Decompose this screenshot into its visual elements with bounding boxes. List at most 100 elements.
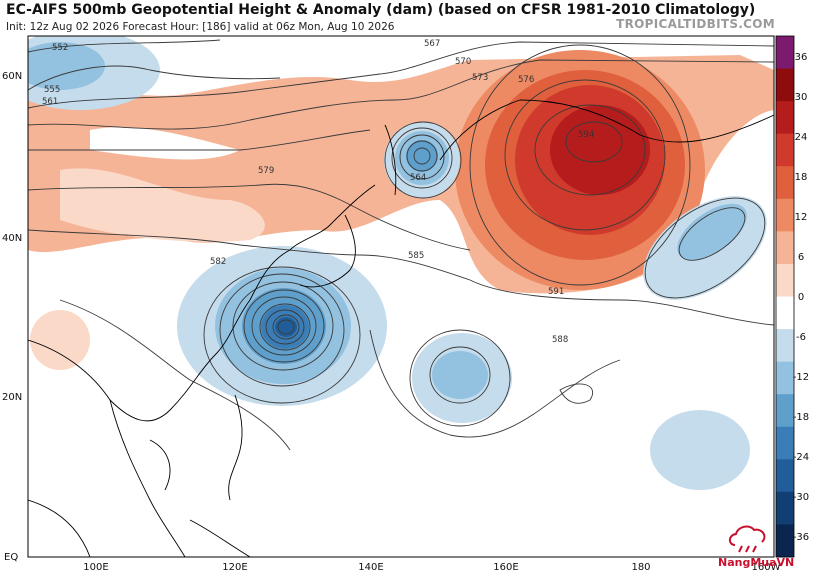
colorbar-segment	[776, 296, 794, 330]
contour-label: 576	[518, 75, 534, 85]
typhoon-contour	[251, 296, 317, 356]
colorbar-segment	[776, 263, 794, 297]
longitude-labels: 100E 120E 140E 160E 180 160W	[83, 562, 780, 573]
sakhalin-contour	[406, 140, 438, 172]
zonal-contour	[28, 183, 471, 251]
colorbar-labels: 36 30 24 18 12 6 0 -6 -12 -18 -24 -30 -3…	[793, 52, 809, 543]
high-contour	[504, 79, 666, 231]
map-frame	[27, 35, 775, 558]
contour-label: 555	[44, 85, 60, 95]
lat-label-20n: 20N	[2, 392, 22, 403]
east-low-contour	[678, 207, 746, 261]
typhoon-contour	[272, 314, 300, 340]
zonal-contour	[28, 229, 774, 326]
typhoon-contour	[243, 289, 325, 363]
colorbar-segment	[776, 166, 794, 200]
coastline	[299, 214, 356, 288]
colorbar-label: -24	[793, 452, 809, 463]
colorbar-label: 36	[795, 52, 808, 63]
typhoon-contour	[203, 266, 361, 404]
contour-label: 579	[258, 166, 274, 176]
lon-label-160e: 160E	[493, 562, 518, 573]
coastline	[149, 439, 171, 491]
colorbar-segment	[776, 524, 794, 558]
contour-label: 588	[552, 335, 568, 345]
lat-label-60n: 60N	[2, 71, 22, 82]
coastline	[28, 184, 376, 422]
east-low-12	[677, 203, 747, 261]
coastline	[228, 394, 243, 501]
site-credit[interactable]: TROPICALTIDBITS.COM	[616, 17, 775, 31]
high-anomaly-24	[550, 105, 650, 195]
colorbar-label: 12	[795, 212, 808, 223]
typhoon-contour	[265, 309, 305, 345]
zonal-contour	[28, 129, 371, 151]
colorbar-label: 30	[795, 92, 808, 103]
colorbar-label: -12	[793, 372, 809, 383]
lon-label-160w: 160W	[752, 562, 781, 573]
zonal-contour	[28, 39, 221, 53]
colorbar-segment	[776, 133, 794, 167]
typhoon-contour	[232, 281, 334, 371]
colorbar-label: -30	[793, 492, 809, 503]
colorbar-label: 18	[795, 172, 808, 183]
high-contour	[565, 121, 623, 163]
colorbar-segment	[776, 426, 794, 460]
colorbar-segment	[776, 68, 794, 102]
colorbar-segment	[776, 231, 794, 265]
cloud-icon	[728, 525, 766, 553]
coastline	[384, 124, 397, 196]
zonal-contour	[28, 65, 281, 91]
colorbar-segment	[776, 459, 794, 493]
zonal-contour	[559, 383, 593, 404]
contour-labels: 552 555 561 564 567 570 573 576 579 582 …	[42, 39, 594, 345]
colorbar-frame	[775, 35, 795, 558]
contour-label: 573	[472, 73, 488, 83]
contour-label: 570	[455, 57, 471, 67]
sakhalin-contour	[391, 127, 453, 189]
colorbar-label: 6	[798, 252, 804, 263]
east-low-contour	[644, 197, 766, 299]
colorbar-label: -18	[793, 412, 809, 423]
nw-low-anomaly-12	[28, 42, 105, 90]
coastline	[109, 399, 186, 557]
colorbar-label: -6	[796, 332, 806, 343]
contour-label: 567	[424, 39, 440, 49]
contour-label: 585	[408, 251, 424, 261]
colorbar-label: 24	[795, 132, 808, 143]
colorbar-segment	[776, 361, 794, 395]
typhoon-contour	[219, 273, 345, 387]
anomaly-colorbar	[775, 35, 795, 558]
colorbar-segment	[776, 198, 794, 232]
central-low-12	[432, 351, 488, 399]
zonal-contour	[59, 299, 291, 451]
map-title: EC-AIFS 500mb Geopotential Height & Anom…	[6, 2, 756, 18]
sakhalin-contour	[384, 121, 462, 199]
lon-label-180: 180	[631, 562, 650, 573]
colorbar-segment	[776, 394, 794, 428]
southwest-anomaly-patch	[30, 310, 90, 370]
coastline	[189, 519, 251, 557]
colorbar-label: -36	[793, 532, 809, 543]
map-subtitle: Init: 12z Aug 02 2026 Forecast Hour: [18…	[6, 21, 395, 33]
warm-anomaly-north-inner	[60, 168, 265, 242]
zonal-contour	[369, 329, 621, 438]
south-anomaly-patch	[650, 410, 750, 490]
coastline	[519, 99, 774, 143]
colorbar-segment	[776, 101, 794, 135]
height-contours	[28, 39, 774, 451]
lat-label-40n: 40N	[2, 233, 22, 244]
sakhalin-contour	[399, 134, 445, 180]
central-low-contour	[429, 346, 491, 404]
neutral-band	[90, 127, 240, 160]
contour-label: 594	[578, 130, 594, 140]
latitude-labels: 60N 40N 20N EQ	[2, 71, 22, 563]
contour-label: 591	[548, 287, 564, 297]
lat-label-eq: EQ	[4, 552, 18, 563]
contour-label: 552	[52, 43, 68, 53]
sakhalin-low-18	[406, 140, 438, 172]
typhoon-contour	[277, 319, 295, 335]
anomaly-shading	[28, 36, 774, 490]
coastline	[439, 99, 521, 161]
